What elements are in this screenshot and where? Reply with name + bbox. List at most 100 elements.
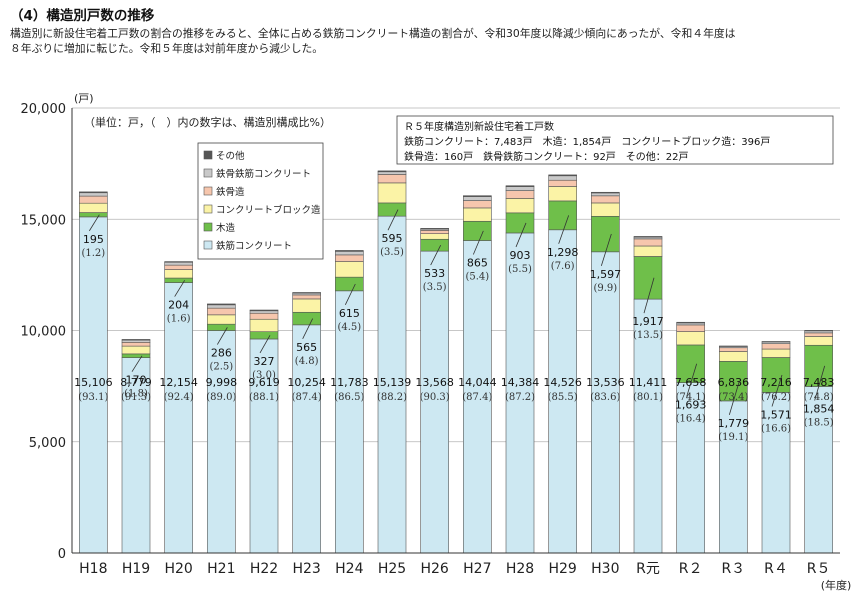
wood-leader-line: [430, 245, 442, 266]
bar-segment: [804, 330, 833, 334]
bar-segment: [377, 170, 407, 173]
legend-swatch: [203, 186, 213, 196]
y-unit-label: (戸): [74, 92, 94, 105]
bar-segment: [548, 229, 577, 554]
rc-value-label: 15,106: [74, 376, 113, 389]
bar-segment: [505, 186, 535, 191]
x-tick-label: H30: [591, 561, 619, 577]
bar-segment: [761, 357, 791, 393]
x-tick-label: H24: [335, 561, 363, 577]
bar-segment: [121, 345, 151, 355]
bar-segment: [463, 220, 492, 241]
bar-segment: [463, 195, 492, 197]
wood-pct-label: (19.1): [718, 432, 748, 443]
bar-segment: [292, 311, 321, 326]
bar-segment: [761, 343, 791, 350]
wood-leader-line: [344, 283, 356, 306]
bar-segment: [164, 277, 193, 283]
wood-value-label: 903: [510, 249, 531, 262]
rc-pct-label: (86.5): [334, 392, 364, 403]
x-tick-label: R５: [807, 561, 831, 577]
bar-segment: [207, 314, 236, 325]
legend-swatch: [203, 168, 213, 178]
bar-segment: [292, 292, 321, 294]
bar-segment: [292, 324, 321, 554]
wood-leader-line: [643, 277, 655, 314]
bar-segment: [719, 351, 748, 362]
bar-segment: [548, 186, 577, 202]
wood-pct-label: (4.8): [295, 356, 319, 367]
bar-segment: [249, 309, 279, 312]
r5-summary-box: [396, 115, 834, 165]
legend-label: 木造: [216, 222, 236, 234]
bar-segment: [121, 342, 151, 347]
bar-segment: [207, 304, 236, 309]
wood-pct-label: (16.6): [761, 423, 791, 434]
wood-value-label: 1,693: [675, 399, 707, 412]
wood-pct-label: (9.9): [593, 283, 617, 294]
x-tick-label: H21: [207, 561, 235, 577]
bar-segment: [505, 198, 535, 214]
wood-value-label: 286: [211, 347, 232, 360]
rc-value-label: 11,783: [330, 376, 369, 389]
wood-pct-label: (2.5): [209, 362, 233, 373]
rc-value-label: 15,139: [373, 376, 412, 389]
bar-segment: [633, 298, 663, 554]
bar-segment: [121, 339, 151, 343]
bar-segment: [804, 386, 833, 554]
wood-pct-label: (7.6): [551, 261, 575, 272]
x-tick-label: H19: [122, 561, 150, 577]
bar-segment: [164, 261, 193, 266]
wood-value-label: 327: [254, 355, 275, 368]
wood-leader-line: [216, 327, 228, 345]
bar-segment: [676, 324, 705, 332]
legend-swatch: [203, 240, 213, 250]
rc-value-label: 9,998: [206, 376, 238, 389]
description-text: 構造別に新設住宅着工戸数の割合の推移をみると、全体に占める鉄筋コンクリート構造の…: [10, 26, 856, 56]
x-tick-label: H25: [378, 561, 406, 577]
r5-summary-line: 鉄骨造：160戸 鉄骨鉄筋コンクリート：92戸 その他：22戸: [404, 150, 689, 163]
rc-pct-label: (85.5): [548, 392, 578, 403]
wood-pct-label: (3.5): [380, 247, 404, 258]
gridlines: [72, 107, 840, 443]
x-tick-label: H29: [548, 561, 576, 577]
wood-leader-line: [686, 363, 698, 397]
bar-segment: [804, 344, 833, 387]
bar-segment: [591, 202, 620, 217]
rc-pct-label: (87.4): [292, 392, 322, 403]
wood-pct-label: (18.5): [804, 418, 834, 429]
bar-segment: [676, 344, 705, 383]
wood-leader-line: [302, 318, 314, 340]
wood-value-label: 1,854: [803, 403, 835, 416]
bar-segment: [676, 331, 705, 346]
r5-summary-title: Ｒ５年度構造別新設住宅着工戸数: [404, 120, 554, 133]
bar-segment: [335, 254, 364, 262]
section-heading: （4）構造別戸数の推移: [10, 8, 155, 24]
bar-segment: [164, 261, 193, 263]
rc-pct-label: (83.6): [590, 392, 620, 403]
wood-value-label: 1,298: [547, 246, 579, 259]
bar-segment: [633, 245, 663, 257]
bar-segment: [292, 294, 321, 300]
rc-pct-label: (74.8): [804, 392, 834, 403]
wood-pct-label: (5.5): [508, 264, 532, 275]
unit-note: （単位：戸，（ ）内の数字は、構造別構成比%）: [84, 115, 331, 129]
bar-segment: [249, 318, 279, 333]
bar-segment: [548, 179, 577, 187]
wood-leader-line: [814, 365, 826, 401]
bar-segment: [377, 171, 407, 175]
wood-pct-label: (3.5): [423, 282, 447, 293]
bar-segment: [804, 332, 833, 337]
rc-pct-label: (76.2): [761, 392, 791, 403]
rc-pct-label: (87.2): [505, 392, 535, 403]
bar-segment: [463, 240, 492, 554]
wood-value-label: 565: [296, 341, 317, 354]
legend-label: コンクリートブロック造: [216, 204, 321, 216]
bar-segment: [207, 303, 236, 306]
wood-value-label: 595: [382, 232, 403, 245]
wood-leader-line: [88, 214, 100, 232]
y-tick-label: 15,000: [21, 213, 67, 228]
x-unit-label: (年度): [821, 578, 852, 592]
x-tick-label: R元: [636, 561, 660, 577]
bar-segment: [207, 323, 236, 331]
